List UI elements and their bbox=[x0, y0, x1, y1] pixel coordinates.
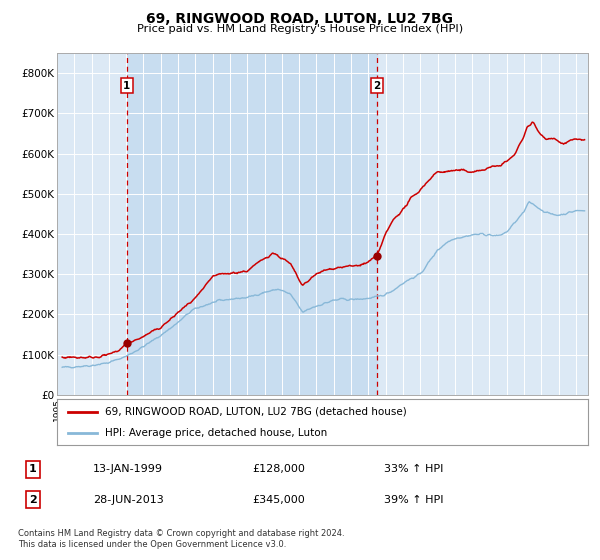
Text: 28-JUN-2013: 28-JUN-2013 bbox=[93, 494, 164, 505]
Text: 1: 1 bbox=[123, 81, 131, 91]
Text: £128,000: £128,000 bbox=[252, 464, 305, 474]
Bar bbox=[127, 53, 377, 395]
Text: 33% ↑ HPI: 33% ↑ HPI bbox=[384, 464, 443, 474]
Text: 13-JAN-1999: 13-JAN-1999 bbox=[93, 464, 163, 474]
Text: Contains HM Land Registry data © Crown copyright and database right 2024.
This d: Contains HM Land Registry data © Crown c… bbox=[18, 529, 344, 549]
Text: 69, RINGWOOD ROAD, LUTON, LU2 7BG (detached house): 69, RINGWOOD ROAD, LUTON, LU2 7BG (detac… bbox=[105, 407, 407, 417]
Text: £345,000: £345,000 bbox=[252, 494, 305, 505]
Text: Price paid vs. HM Land Registry's House Price Index (HPI): Price paid vs. HM Land Registry's House … bbox=[137, 24, 463, 34]
Text: 2: 2 bbox=[29, 494, 37, 505]
Text: 39% ↑ HPI: 39% ↑ HPI bbox=[384, 494, 443, 505]
Text: HPI: Average price, detached house, Luton: HPI: Average price, detached house, Luto… bbox=[105, 428, 327, 438]
Text: 1: 1 bbox=[29, 464, 37, 474]
Text: 69, RINGWOOD ROAD, LUTON, LU2 7BG: 69, RINGWOOD ROAD, LUTON, LU2 7BG bbox=[146, 12, 454, 26]
Text: 2: 2 bbox=[373, 81, 380, 91]
